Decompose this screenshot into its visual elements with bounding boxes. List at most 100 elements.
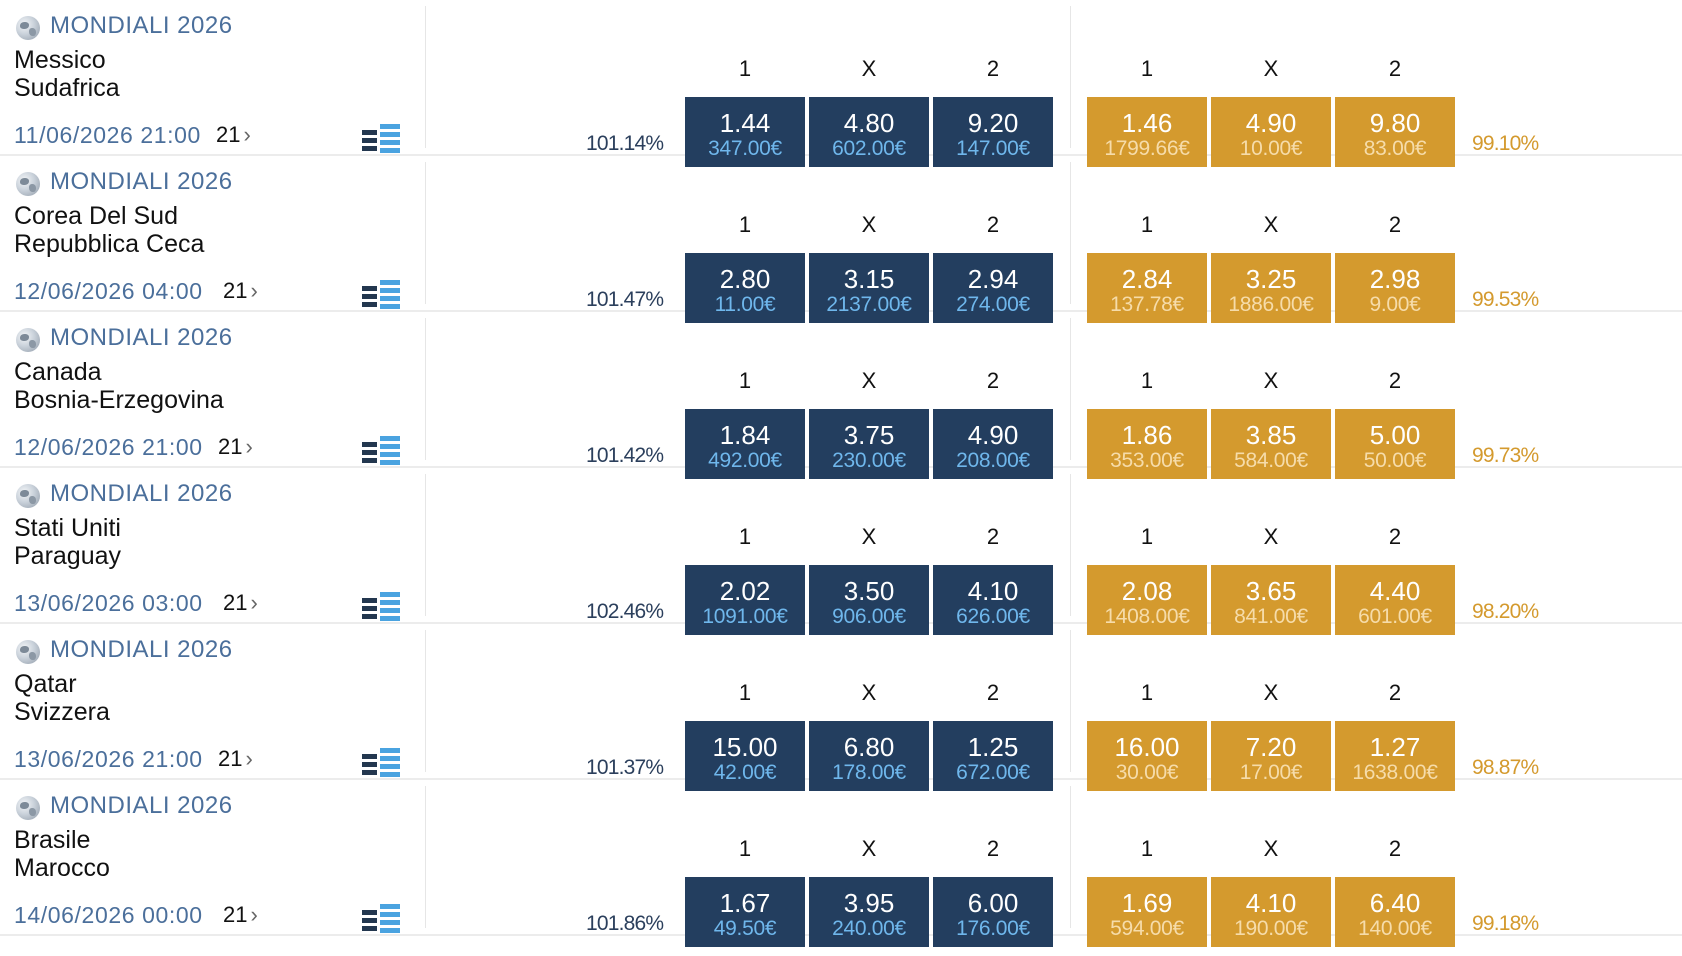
list-view-icon[interactable] [362,592,400,621]
odd-price: 15.00 [712,732,778,762]
odd-available-stake: 230.00€ [832,449,906,472]
back-column-label: 1 [738,524,752,549]
lay-overround: 98.87% [1472,756,1539,779]
back-odd-button[interactable]: 1.67 49.50€ [685,877,805,947]
back-odd-button[interactable]: 1.44 347.00€ [685,97,805,167]
away-team[interactable]: Bosnia-Erzegovina [14,386,224,414]
chevron-right-icon: › [250,278,258,303]
home-team[interactable]: Qatar [14,670,77,698]
match-row: MONDIALI 2026 Canada Bosnia-Erzegovina 12/0… [0,312,1682,479]
back-column-label: X [861,524,877,549]
back-odd-button[interactable]: 4.10 626.00€ [933,565,1053,635]
lay-odd-button[interactable]: 4.40 601.00€ [1335,565,1455,635]
lay-odd-button[interactable]: 1.86 353.00€ [1087,409,1207,479]
back-odd-button[interactable]: 2.02 1091.00€ [685,565,805,635]
lay-column-label: X [1263,524,1279,549]
home-team[interactable]: Brasile [14,826,91,854]
markets-count-link[interactable]: 21 › [218,746,253,772]
match-row: MONDIALI 2026 Corea Del Sud Repubblica Cec… [0,156,1682,323]
competition-link[interactable]: MONDIALI 2026 [50,792,233,819]
back-overround: 101.37% [586,756,664,779]
markets-count-link[interactable]: 21 › [218,434,253,460]
odd-available-stake: 178.00€ [832,761,906,784]
list-view-icon[interactable] [362,436,400,465]
markets-count-link[interactable]: 21 › [216,122,251,148]
odd-available-stake: 492.00€ [708,449,782,472]
lay-odd-button[interactable]: 3.65 841.00€ [1211,565,1331,635]
away-team[interactable]: Paraguay [14,542,122,570]
odd-available-stake: 626.00€ [956,605,1030,628]
back-odd-button[interactable]: 6.00 176.00€ [933,877,1053,947]
back-odd-button[interactable]: 15.00 42.00€ [685,721,805,791]
lay-odd-button[interactable]: 6.40 140.00€ [1335,877,1455,947]
away-team[interactable]: Repubblica Ceca [14,230,205,258]
back-column-label: 2 [986,212,1000,237]
back-odd-button[interactable]: 2.94 274.00€ [933,253,1053,323]
lay-odd-button[interactable]: 4.10 190.00€ [1211,877,1331,947]
back-odd-button[interactable]: 3.15 2137.00€ [809,253,929,323]
lay-odd-button[interactable]: 1.27 1638.00€ [1335,721,1455,791]
lay-odd-button[interactable]: 16.00 30.00€ [1087,721,1207,791]
markets-count: 21 [223,902,248,927]
lay-odd-button[interactable]: 9.80 83.00€ [1335,97,1455,167]
list-view-icon[interactable] [362,124,400,153]
lay-odd-button[interactable]: 3.25 1886.00€ [1211,253,1331,323]
column-divider [425,6,426,148]
odd-available-stake: 353.00€ [1110,449,1184,472]
lay-odd-button[interactable]: 2.08 1408.00€ [1087,565,1207,635]
odd-available-stake: 147.00€ [956,137,1030,160]
lay-odd-button[interactable]: 4.90 10.00€ [1211,97,1331,167]
competition-link[interactable]: MONDIALI 2026 [50,12,233,39]
competition-link[interactable]: MONDIALI 2026 [50,480,233,507]
away-team[interactable]: Svizzera [14,698,110,726]
markets-count-link[interactable]: 21 › [223,278,258,304]
column-divider [1070,318,1071,460]
back-column-label: 2 [986,56,1000,81]
back-odd-button[interactable]: 6.80 178.00€ [809,721,929,791]
back-overround: 101.47% [586,288,664,311]
back-odd-button[interactable]: 2.80 11.00€ [685,253,805,323]
home-team[interactable]: Messico [14,46,106,74]
competition-link[interactable]: MONDIALI 2026 [50,324,233,351]
lay-odd-button[interactable]: 1.69 594.00€ [1087,877,1207,947]
match-datetime: 13/06/2026 03:00 [14,590,203,616]
match-datetime: 11/06/2026 21:00 [14,122,201,148]
back-column-label: 2 [986,680,1000,705]
odd-price: 3.65 [1245,576,1297,606]
lay-odd-button[interactable]: 3.85 584.00€ [1211,409,1331,479]
back-odd-button[interactable]: 9.20 147.00€ [933,97,1053,167]
back-overround: 102.46% [586,600,664,623]
list-view-icon[interactable] [362,748,400,777]
back-odd-button[interactable]: 4.80 602.00€ [809,97,929,167]
back-odd-button[interactable]: 1.84 492.00€ [685,409,805,479]
markets-count-link[interactable]: 21 › [223,590,258,616]
away-team[interactable]: Sudafrica [14,74,120,102]
lay-column-label: X [1263,56,1279,81]
back-column-label: 2 [986,524,1000,549]
back-odd-button[interactable]: 4.90 208.00€ [933,409,1053,479]
home-team[interactable]: Canada [14,358,102,386]
list-view-icon[interactable] [362,904,400,933]
lay-odd-button[interactable]: 7.20 17.00€ [1211,721,1331,791]
markets-count-link[interactable]: 21 › [223,902,258,928]
back-odd-button[interactable]: 3.95 240.00€ [809,877,929,947]
globe-icon [16,328,40,352]
back-column-label: 2 [986,368,1000,393]
lay-odd-button[interactable]: 1.46 1799.66€ [1087,97,1207,167]
back-column-label: 1 [738,212,752,237]
lay-odd-button[interactable]: 5.00 50.00€ [1335,409,1455,479]
back-odd-button[interactable]: 3.50 906.00€ [809,565,929,635]
home-team[interactable]: Stati Uniti [14,514,121,542]
back-odd-button[interactable]: 1.25 672.00€ [933,721,1053,791]
lay-odd-button[interactable]: 2.98 9.00€ [1335,253,1455,323]
competition-link[interactable]: MONDIALI 2026 [50,636,233,663]
list-view-icon[interactable] [362,280,400,309]
lay-odd-button[interactable]: 2.84 137.78€ [1087,253,1207,323]
competition-link[interactable]: MONDIALI 2026 [50,168,233,195]
back-column-label: X [861,56,877,81]
odd-available-stake: 137.78€ [1110,293,1184,316]
back-odd-button[interactable]: 3.75 230.00€ [809,409,929,479]
globe-icon [16,640,40,664]
home-team[interactable]: Corea Del Sud [14,202,178,230]
away-team[interactable]: Marocco [14,854,110,882]
